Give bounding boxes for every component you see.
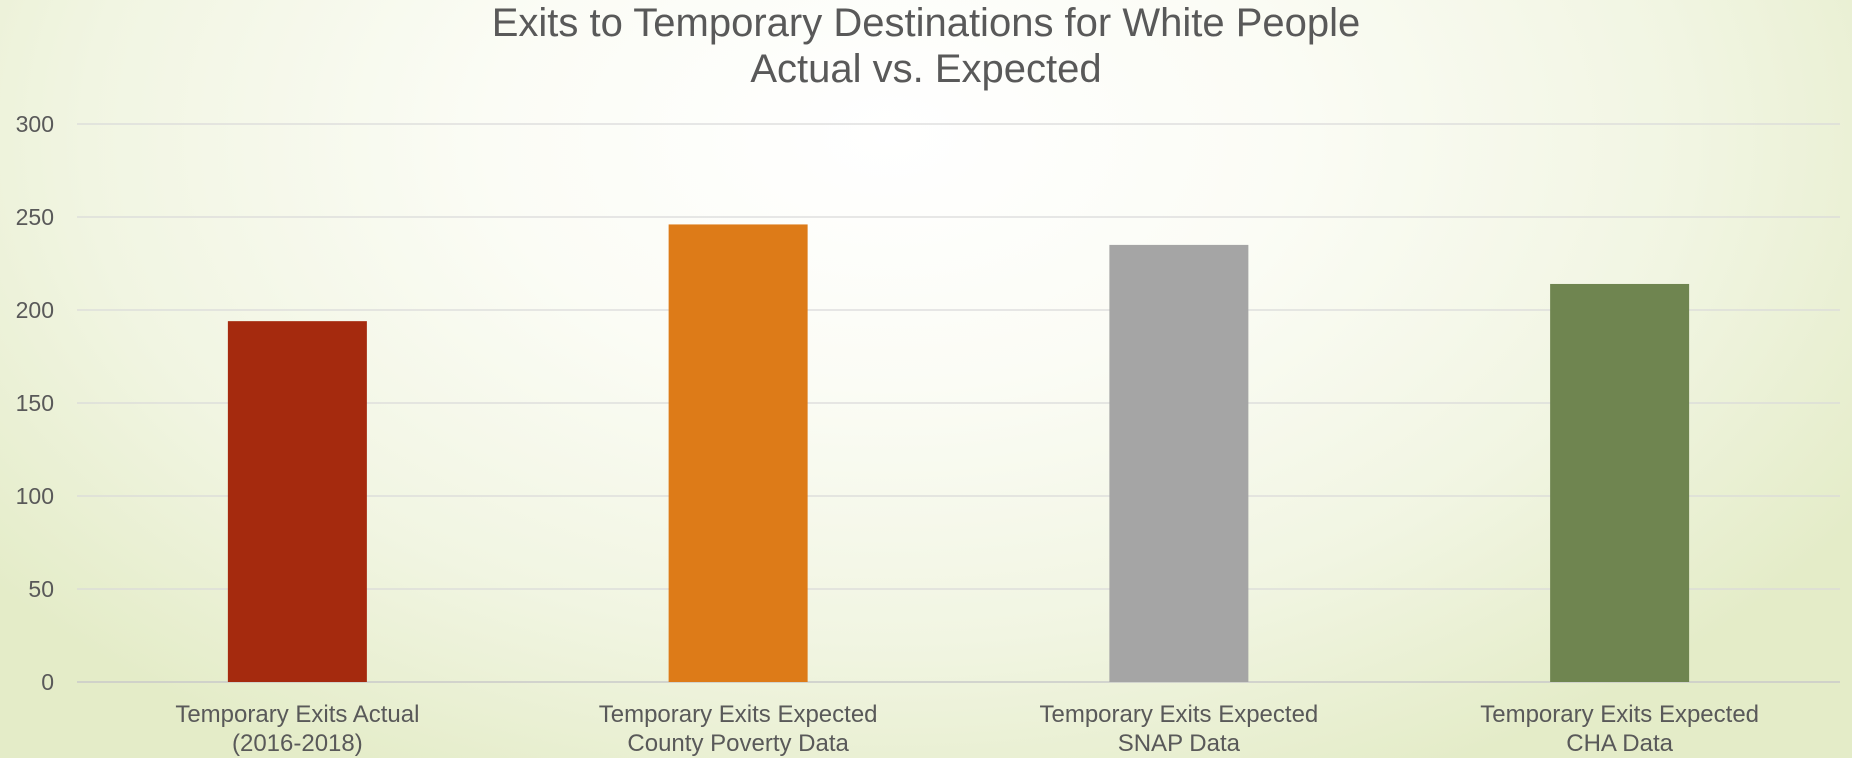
bar [1550,283,1690,682]
y-axis-ticks: 0 50 100 150 200 250 300 [16,111,54,695]
bars [227,224,1690,682]
x-tick-label: Temporary Exits Expected [599,701,878,728]
y-tick-label: 250 [16,204,54,230]
bar [227,321,367,682]
chart-title-line-2: Actual vs. Expected [750,47,1102,91]
x-tick-label: Temporary Exits Actual [175,701,419,728]
y-tick-label: 200 [16,297,54,323]
x-tick-label: (2016-2018) [232,730,363,757]
x-tick-label: County Poverty Data [627,730,849,757]
x-tick-label: Temporary Exits Expected [1039,701,1318,728]
chart-title-line-1: Exits to Temporary Destinations for Whit… [491,1,1361,45]
chart-title: Exits to Temporary Destinations for Whit… [0,0,1852,92]
bar [1109,244,1249,682]
bar [668,224,808,682]
x-tick-label: CHA Data [1566,730,1673,757]
y-tick-label: 0 [41,669,54,695]
y-tick-label: 50 [28,576,54,602]
y-tick-label: 150 [16,390,54,416]
x-tick-label: SNAP Data [1118,730,1241,757]
gridlines [77,123,1840,683]
y-tick-label: 100 [16,483,54,509]
y-tick-label: 300 [16,111,54,137]
x-tick-label: Temporary Exits Expected [1480,701,1759,728]
x-axis-labels: Temporary Exits Actual(2016-2018) Tempora… [175,701,1759,757]
